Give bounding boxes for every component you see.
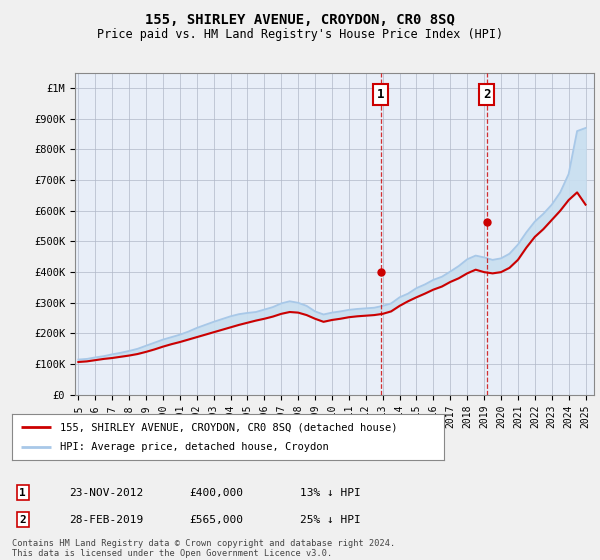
Text: 28-FEB-2019: 28-FEB-2019	[69, 515, 143, 525]
Text: Price paid vs. HM Land Registry's House Price Index (HPI): Price paid vs. HM Land Registry's House …	[97, 28, 503, 41]
Text: 2: 2	[19, 515, 26, 525]
Text: 1: 1	[19, 488, 26, 498]
Text: 2: 2	[483, 88, 490, 101]
Text: 1: 1	[377, 88, 385, 101]
Text: 23-NOV-2012: 23-NOV-2012	[69, 488, 143, 498]
Text: 155, SHIRLEY AVENUE, CROYDON, CR0 8SQ: 155, SHIRLEY AVENUE, CROYDON, CR0 8SQ	[145, 13, 455, 27]
Text: £400,000: £400,000	[189, 488, 243, 498]
Text: 155, SHIRLEY AVENUE, CROYDON, CR0 8SQ (detached house): 155, SHIRLEY AVENUE, CROYDON, CR0 8SQ (d…	[59, 422, 397, 432]
Text: 25% ↓ HPI: 25% ↓ HPI	[300, 515, 361, 525]
Text: £565,000: £565,000	[189, 515, 243, 525]
Text: 13% ↓ HPI: 13% ↓ HPI	[300, 488, 361, 498]
Text: HPI: Average price, detached house, Croydon: HPI: Average price, detached house, Croy…	[59, 442, 328, 452]
Text: Contains HM Land Registry data © Crown copyright and database right 2024.
This d: Contains HM Land Registry data © Crown c…	[12, 539, 395, 558]
